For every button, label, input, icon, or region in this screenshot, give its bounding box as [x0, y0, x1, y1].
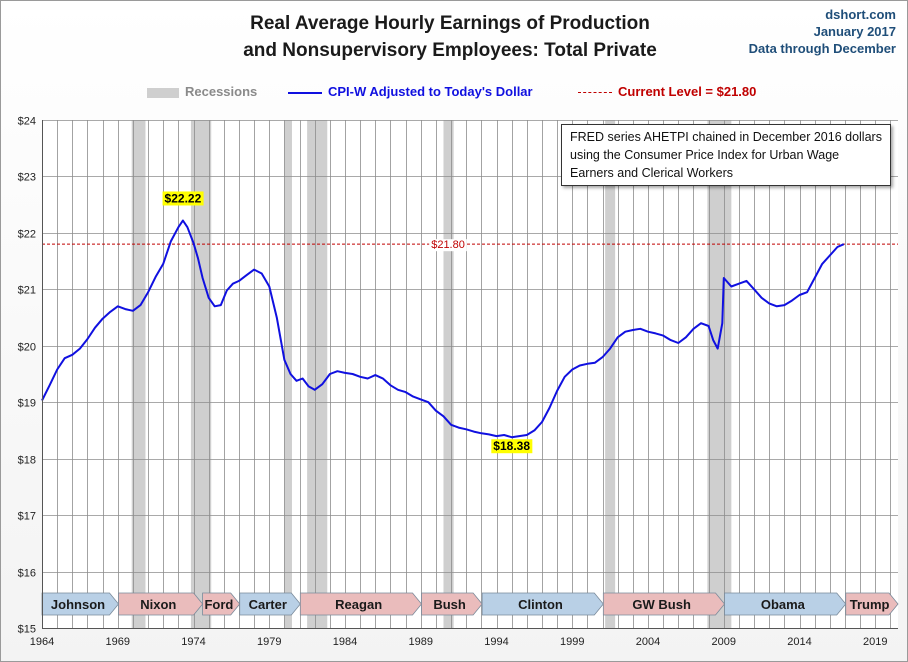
- y-tick-label: $21: [18, 285, 36, 297]
- president-label: Trump: [850, 597, 890, 612]
- legend-recession-swatch: [147, 87, 179, 98]
- annotation-highlight: [491, 439, 533, 454]
- x-tick-label: 1994: [484, 636, 508, 648]
- title-line-2: and Nonsupervisory Employees: Total Priv…: [243, 40, 657, 61]
- x-tick-label: 1964: [30, 636, 54, 648]
- president-label: GW Bush: [632, 597, 691, 612]
- president-bar: [845, 592, 899, 616]
- source-block: dshort.com January 2017 Data through Dec…: [749, 6, 896, 57]
- recession-band: [605, 120, 616, 628]
- recession-band: [190, 120, 212, 628]
- annotation-label: $22.22: [165, 191, 202, 205]
- recession-band: [443, 120, 454, 628]
- y-tick-label: $22: [18, 229, 36, 241]
- y-tick-label: $23: [18, 172, 36, 184]
- x-tick-label: 2019: [863, 636, 887, 648]
- source-date: January 2017: [813, 24, 896, 39]
- president-label: Ford: [204, 597, 233, 612]
- legend-current-label: Current Level = $21.80: [618, 84, 757, 99]
- president-bar: [118, 592, 204, 616]
- annotation-label: $18.38: [493, 439, 530, 453]
- president-bar: [724, 592, 847, 616]
- president-label: Clinton: [518, 597, 563, 612]
- recession-band: [131, 120, 146, 628]
- series-line: [41, 219, 845, 439]
- recession-band: [707, 120, 732, 628]
- president-label: Nixon: [140, 597, 176, 612]
- president-bar: [299, 592, 423, 616]
- recession-band: [284, 120, 292, 628]
- y-tick-label: $18: [18, 455, 36, 467]
- x-tick-label: 1979: [257, 636, 281, 648]
- legend-current-swatch: [578, 92, 612, 94]
- source-site: dshort.com: [825, 7, 896, 22]
- president-label: Johnson: [51, 597, 105, 612]
- president-bar: [202, 592, 241, 616]
- legend-current: Current Level = $21.80: [578, 83, 756, 101]
- legend-recessions: Recessions: [147, 83, 257, 101]
- y-tick-label: $17: [18, 511, 36, 523]
- president-label: Carter: [249, 597, 287, 612]
- legend-series: CPI-W Adjusted to Today's Dollar: [288, 83, 533, 101]
- chart-title: Real Average Hourly Earnings of Producti…: [190, 10, 710, 64]
- annotation-highlight: [162, 191, 204, 206]
- president-bar: [421, 592, 483, 616]
- x-tick-label: 1984: [333, 636, 357, 648]
- y-tick-label: $16: [18, 568, 36, 580]
- current-level-label: $21.80: [431, 239, 465, 251]
- x-tick-label: 1989: [409, 636, 433, 648]
- y-tick-label: $15: [18, 624, 36, 636]
- title-line-1: Real Average Hourly Earnings of Producti…: [250, 13, 650, 34]
- series-note: FRED series AHETPI chained in December 2…: [561, 124, 891, 186]
- x-tick-label: 2004: [636, 636, 660, 648]
- x-tick-label: 1974: [181, 636, 205, 648]
- data-through: Data through December: [748, 41, 896, 56]
- president-label: Reagan: [335, 597, 382, 612]
- recession-band: [307, 120, 328, 628]
- x-tick-label: 1999: [560, 636, 584, 648]
- legend-series-swatch: [288, 91, 322, 94]
- x-tick-label: 2014: [787, 636, 811, 648]
- x-tick-label: 1969: [106, 636, 130, 648]
- president-label: Bush: [433, 597, 466, 612]
- y-tick-label: $19: [18, 398, 36, 410]
- current-level-label-bg: [429, 239, 467, 252]
- legend: Recessions CPI-W Adjusted to Today's Dol…: [0, 83, 908, 103]
- x-tick-label: 2009: [712, 636, 736, 648]
- president-bar: [481, 592, 604, 616]
- president-label: Obama: [761, 597, 806, 612]
- y-tick-label: $20: [18, 342, 36, 354]
- president-bar: [602, 592, 726, 616]
- president-bar: [239, 592, 301, 616]
- legend-series-label: CPI-W Adjusted to Today's Dollar: [328, 84, 533, 99]
- y-tick-label: $24: [18, 116, 36, 128]
- legend-recessions-label: Recessions: [185, 84, 258, 99]
